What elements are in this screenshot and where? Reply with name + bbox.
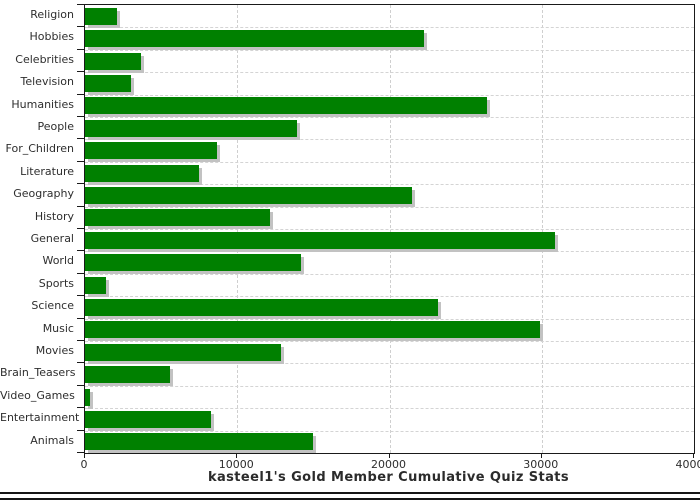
x-tick-mark <box>693 453 694 458</box>
y-tick-mark <box>77 250 85 252</box>
chart-title: kasteel1's Gold Member Cumulative Quiz S… <box>207 470 570 485</box>
bar-for_children <box>85 142 218 160</box>
y-label-entertainment: Entertainment <box>0 411 80 425</box>
bar-television <box>85 74 131 92</box>
horizontal-gridline <box>85 229 694 230</box>
horizontal-gridline <box>85 49 694 51</box>
y-tick-mark <box>77 452 85 453</box>
y-label-people: People <box>37 120 74 133</box>
separator-line <box>0 492 700 494</box>
x-tick-mark <box>84 453 85 458</box>
y-label-geography: Geography <box>13 187 74 201</box>
y-label-hobbies: Hobbies <box>29 30 74 44</box>
y-label-animals: Animals <box>30 433 74 447</box>
bar-humanities <box>85 97 487 115</box>
y-label-world: World <box>42 254 74 268</box>
y-tick-mark <box>77 228 85 229</box>
horizontal-gridline <box>85 318 694 320</box>
horizontal-gridline <box>85 184 694 186</box>
bar-general <box>85 231 556 249</box>
y-label-religion: Religion <box>30 8 74 21</box>
horizontal-gridline <box>85 94 694 96</box>
y-tick-mark <box>77 116 85 117</box>
y-label-movies: Movies <box>35 344 74 357</box>
horizontal-gridline <box>85 430 694 432</box>
horizontal-gridline <box>85 206 694 208</box>
x-tick-mark <box>540 453 542 458</box>
bar-people <box>85 119 297 137</box>
y-tick-mark <box>77 384 85 386</box>
x-tick-mark <box>236 453 238 458</box>
bar-entertainment <box>85 410 212 428</box>
horizontal-gridline <box>85 273 694 275</box>
y-tick-mark <box>77 407 85 409</box>
horizontal-gridline <box>85 117 694 118</box>
y-tick-mark <box>77 4 85 5</box>
bar-science <box>85 298 439 316</box>
y-label-sports: Sports <box>38 276 74 290</box>
y-tick-mark <box>77 93 85 95</box>
x-tick-label: 20000 <box>371 458 406 471</box>
y-tick-mark <box>77 71 85 73</box>
y-tick-mark <box>77 160 85 162</box>
horizontal-gridline <box>85 72 694 74</box>
bar-literature <box>85 164 200 182</box>
y-tick-mark <box>77 138 85 140</box>
bar-hobbies <box>85 30 424 48</box>
horizontal-gridline <box>85 296 694 298</box>
x-tick-label: 10000 <box>218 458 254 471</box>
bar-brain_teasers <box>85 366 171 384</box>
y-label-general: General <box>30 232 74 245</box>
y-label-television: Television <box>20 75 75 89</box>
bar-history <box>85 209 270 227</box>
y-label-for_children: For_Children <box>5 142 74 156</box>
y-tick-mark <box>77 272 85 274</box>
y-label-science: Science <box>31 299 74 313</box>
x-tick-label: 30000 <box>523 458 559 471</box>
horizontal-gridline <box>85 385 694 387</box>
y-label-celebrities: Celebrities <box>15 52 74 66</box>
bottom-edge-line <box>0 498 700 500</box>
x-tick-label: 0 <box>80 458 88 471</box>
horizontal-gridline <box>85 363 694 365</box>
y-tick-mark <box>77 295 85 297</box>
horizontal-gridline <box>85 161 694 163</box>
y-tick-mark <box>77 183 85 185</box>
y-tick-mark <box>77 205 85 207</box>
bar-world <box>85 254 302 272</box>
y-tick-mark <box>77 317 85 319</box>
bar-music <box>85 321 541 339</box>
bar-religion <box>85 7 117 25</box>
y-label-humanities: Humanities <box>11 97 74 111</box>
x-tick-mark <box>388 453 390 458</box>
y-label-history: History <box>34 209 74 223</box>
horizontal-gridline <box>85 408 694 410</box>
horizontal-gridline <box>85 341 694 342</box>
y-tick-mark <box>77 362 85 364</box>
x-tick-label: 40000 <box>675 458 700 471</box>
y-label-video_games: Video_Games <box>0 388 75 402</box>
plot-area <box>84 4 695 454</box>
y-label-brain_teasers: Brain_Teasers <box>0 366 76 380</box>
bar-geography <box>85 186 413 204</box>
horizontal-gridline <box>85 27 694 29</box>
y-label-music: Music <box>42 321 74 335</box>
bar-sports <box>85 276 106 294</box>
y-label-literature: Literature <box>20 164 74 178</box>
horizontal-gridline <box>85 251 694 253</box>
bar-movies <box>85 343 282 361</box>
horizontal-gridline <box>85 139 694 141</box>
y-tick-mark <box>77 429 85 431</box>
bar-video_games <box>85 388 91 406</box>
bar-celebrities <box>85 52 142 70</box>
bar-animals <box>85 433 314 451</box>
y-tick-mark <box>77 48 85 50</box>
y-tick-mark <box>77 340 85 341</box>
y-tick-mark <box>77 26 85 28</box>
